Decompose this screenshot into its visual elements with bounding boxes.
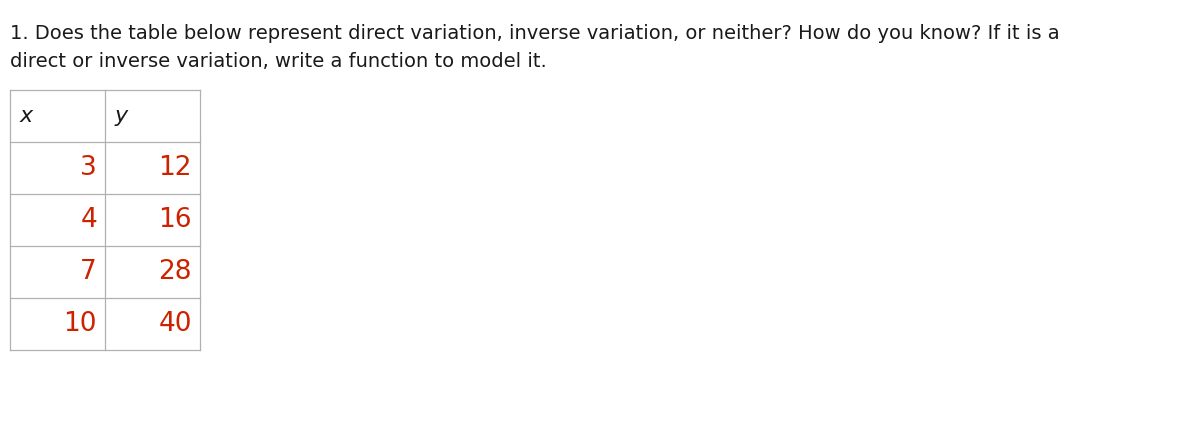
Text: 3: 3 xyxy=(80,155,97,181)
Text: y: y xyxy=(115,106,128,126)
Text: direct or inverse variation, write a function to model it.: direct or inverse variation, write a fun… xyxy=(10,52,547,71)
Text: 40: 40 xyxy=(158,311,192,337)
Text: 1. Does the table below represent direct variation, inverse variation, or neithe: 1. Does the table below represent direct… xyxy=(10,24,1060,43)
Text: 10: 10 xyxy=(64,311,97,337)
Text: 7: 7 xyxy=(80,259,97,285)
Text: 4: 4 xyxy=(80,207,97,233)
Text: 16: 16 xyxy=(158,207,192,233)
Text: x: x xyxy=(20,106,34,126)
Text: 12: 12 xyxy=(158,155,192,181)
Text: 28: 28 xyxy=(158,259,192,285)
